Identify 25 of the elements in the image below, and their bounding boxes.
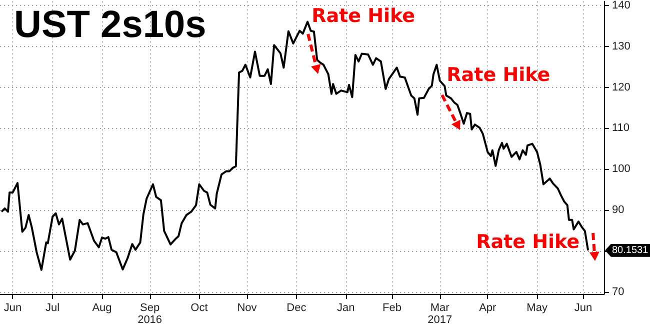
x-tick-label: Sep 2016: [138, 302, 162, 326]
x-tick-label: Aug: [92, 302, 112, 314]
annotation: Rate Hike: [446, 64, 550, 86]
y-tick-label: 100: [612, 163, 630, 176]
x-tick-label: Nov: [237, 302, 258, 314]
y-tick-label: 120: [612, 81, 630, 94]
x-tick-label: May: [526, 302, 548, 314]
x-tick-label: Jul: [46, 302, 60, 314]
x-tick-label: Apr: [479, 302, 497, 314]
annotation: Rate Hike: [312, 4, 416, 27]
x-tick-label: Jan: [336, 302, 355, 314]
y-tick-label: 90: [612, 204, 624, 216]
annotation: 80.1531: [605, 244, 650, 257]
annotation: Rate Hike: [476, 231, 580, 254]
x-tick-label: Oct: [190, 302, 208, 314]
y-tick-label: 130: [612, 40, 630, 52]
x-tick-label: Feb: [382, 302, 402, 314]
x-tick-label: Jun: [4, 302, 22, 314]
x-tick-label: Mar 2017: [428, 302, 452, 326]
y-tick-label: 70: [612, 286, 624, 298]
x-tick-label: Jun: [574, 302, 592, 314]
y-tick-label: 110: [612, 122, 630, 134]
y-tick-label: 140: [612, 0, 630, 12]
x-tick-label: Dec: [286, 302, 307, 314]
chart-title: UST 2s10s: [14, 4, 206, 47]
